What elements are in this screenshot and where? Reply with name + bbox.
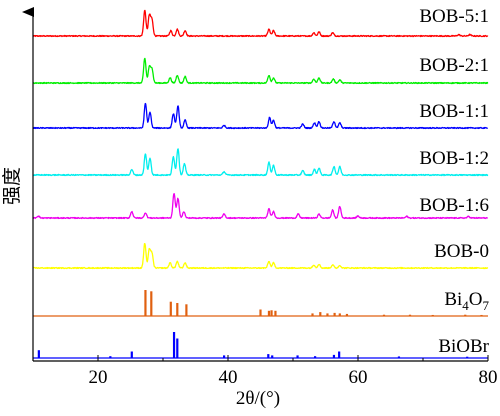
x-tick-label-80: 80 (479, 367, 498, 388)
series-label-bob-0: BOB-0 (434, 241, 489, 262)
x-tick-label-20: 20 (89, 367, 108, 388)
series-label-bob-1-2: BOB-1:2 (419, 148, 489, 169)
series-trace-bob-5-1 (32, 9, 489, 38)
series-label-bob-2-1: BOB-2:1 (419, 55, 489, 76)
series-trace-bob-1-2 (32, 148, 489, 177)
series-trace-bob-1-1 (32, 102, 489, 130)
series-label-biobr: BiOBr (438, 336, 489, 357)
series-trace-bob-1-6 (32, 193, 489, 220)
x-tick-label-60: 60 (349, 367, 368, 388)
series-label-bob-1-6: BOB-1:6 (419, 195, 489, 216)
y-axis-title: 强度 (1, 167, 23, 205)
series-trace-bob-2-1 (32, 57, 489, 85)
traces-group (32, 9, 489, 359)
series-labels-group: BOB-5:1 BOB-2:1 BOB-1:1 BOB-1:2 BOB-1:6 BOB-0… (419, 6, 489, 357)
x-axis-title: 2θ/(°) (236, 388, 280, 409)
series-trace-bob-0 (32, 242, 489, 270)
series-label-bi4o7: Bi4O7 (444, 289, 489, 313)
x-ticks-group: 20 40 60 80 (32, 355, 498, 388)
series-label-bob-1-1: BOB-1:1 (419, 101, 489, 122)
x-tick-label-40: 40 (219, 367, 238, 388)
series-label-bob-5-1: BOB-5:1 (419, 6, 489, 27)
